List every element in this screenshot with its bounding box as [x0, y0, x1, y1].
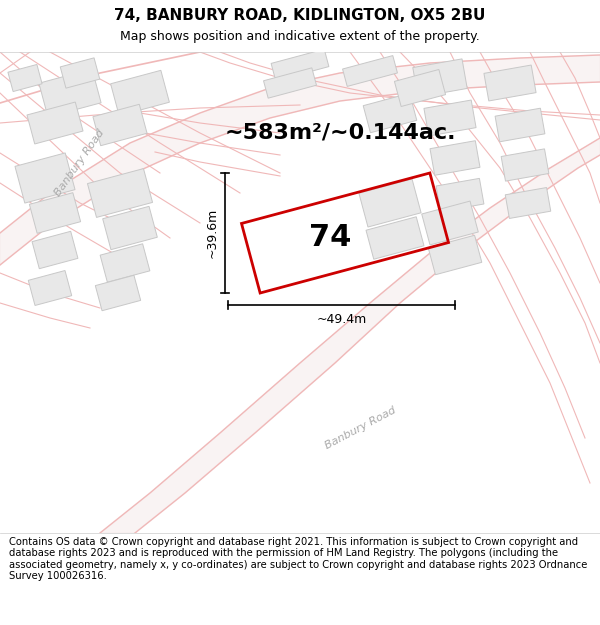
Polygon shape	[27, 102, 83, 144]
Polygon shape	[363, 93, 417, 132]
Polygon shape	[430, 141, 480, 175]
Polygon shape	[271, 49, 329, 81]
Polygon shape	[60, 58, 100, 88]
Polygon shape	[484, 65, 536, 101]
Text: Contains OS data © Crown copyright and database right 2021. This information is : Contains OS data © Crown copyright and d…	[9, 537, 587, 581]
Polygon shape	[424, 100, 476, 136]
Polygon shape	[343, 56, 397, 86]
Polygon shape	[394, 69, 446, 106]
Text: Map shows position and indicative extent of the property.: Map shows position and indicative extent…	[120, 30, 480, 43]
Text: ~49.4m: ~49.4m	[316, 313, 367, 326]
Polygon shape	[95, 275, 140, 311]
Text: ~583m²/~0.144ac.: ~583m²/~0.144ac.	[225, 123, 457, 143]
Polygon shape	[422, 201, 478, 245]
Polygon shape	[88, 169, 152, 217]
Polygon shape	[32, 231, 78, 269]
Polygon shape	[366, 217, 424, 259]
Polygon shape	[100, 138, 600, 533]
Polygon shape	[28, 271, 72, 306]
Text: Banbury Road: Banbury Road	[53, 128, 107, 198]
Polygon shape	[413, 59, 467, 97]
Polygon shape	[263, 68, 316, 98]
Polygon shape	[505, 188, 551, 219]
Polygon shape	[29, 192, 80, 233]
Polygon shape	[8, 64, 42, 91]
Text: ~39.6m: ~39.6m	[206, 208, 219, 258]
Polygon shape	[39, 69, 101, 117]
Polygon shape	[501, 149, 549, 181]
Text: 74: 74	[309, 224, 351, 253]
Text: Banbury Road: Banbury Road	[323, 405, 397, 451]
Polygon shape	[100, 244, 150, 282]
Polygon shape	[110, 71, 169, 116]
Polygon shape	[428, 235, 482, 275]
Polygon shape	[103, 206, 157, 249]
Text: 74, BANBURY ROAD, KIDLINGTON, OX5 2BU: 74, BANBURY ROAD, KIDLINGTON, OX5 2BU	[115, 8, 485, 22]
Polygon shape	[0, 55, 600, 265]
Polygon shape	[15, 153, 75, 203]
Polygon shape	[93, 104, 147, 146]
Polygon shape	[495, 108, 545, 142]
Polygon shape	[359, 179, 421, 227]
Polygon shape	[436, 178, 484, 212]
